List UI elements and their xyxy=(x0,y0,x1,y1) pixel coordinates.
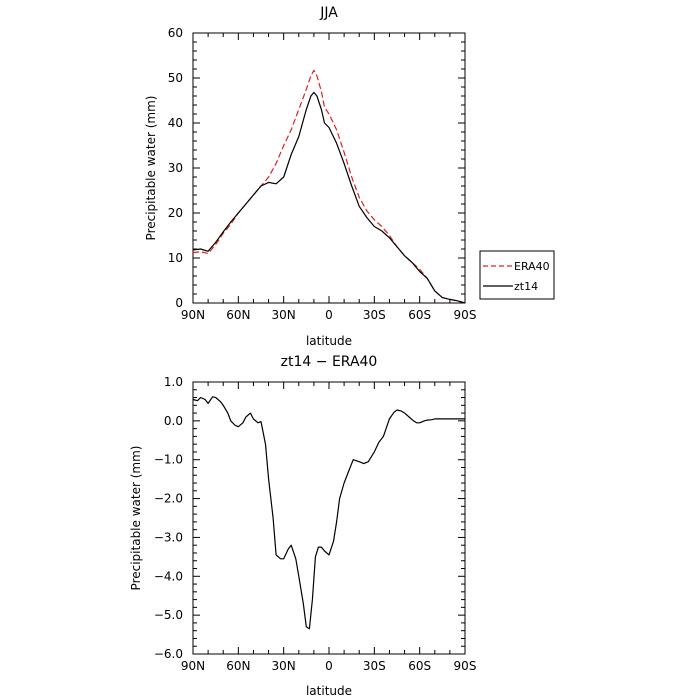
bottom-y-tick-label: 1.0 xyxy=(164,375,183,389)
top-x-tick-label: 30S xyxy=(363,308,386,322)
top-y-tick-label: 40 xyxy=(168,116,183,130)
top-chart-x-tick-labels: 90N 60N 30N 0 30S 60S 90S xyxy=(181,308,477,322)
bottom-chart-y-axis-label: Precipitable water (mm) xyxy=(129,446,143,591)
bottom-x-tick-label: 60N xyxy=(226,659,250,673)
top-series-line-zt14 xyxy=(192,91,466,304)
bottom-x-tick-label: 90N xyxy=(181,659,205,673)
bottom-chart-title: zt14 − ERA40 xyxy=(281,354,378,370)
top-chart-frame xyxy=(192,32,466,304)
top-series-line-era40 xyxy=(192,69,466,304)
top-chart-series xyxy=(192,69,466,304)
legend-label-zt14: zt14 xyxy=(514,280,538,293)
bottom-x-tick-label: 60S xyxy=(408,659,431,673)
bottom-y-tick-label: −3.0 xyxy=(154,530,183,544)
bottom-y-tick-label: −2.0 xyxy=(154,492,183,506)
top-chart-legend: ERA40 zt14 xyxy=(479,250,555,300)
legend-frame xyxy=(479,250,555,300)
bottom-chart-x-axis-label: latitude xyxy=(306,684,352,698)
bottom-chart-series xyxy=(192,396,465,630)
top-x-tick-label: 60S xyxy=(408,308,431,322)
bottom-chart-y-tick-labels: 1.0 0.0 −1.0 −2.0 −3.0 −4.0 −5.0 −6.0 xyxy=(154,375,183,661)
top-chart-title: JJA xyxy=(319,5,338,21)
top-y-tick-label: 10 xyxy=(168,251,183,265)
top-chart-y-tick-labels: 0 10 20 30 40 50 60 xyxy=(168,26,183,310)
top-chart-panel: JJA 90N 60N 30N 0 30S 60S 90S 0 10 20 30 40 50 60 la… xyxy=(144,5,555,348)
top-y-tick-label: 30 xyxy=(168,161,183,175)
top-y-tick-label: 60 xyxy=(168,26,183,40)
bottom-x-tick-label: 30N xyxy=(272,659,296,673)
bottom-y-tick-label: −1.0 xyxy=(154,453,183,467)
bottom-y-tick-label: 0.0 xyxy=(164,414,183,428)
top-y-tick-label: 50 xyxy=(168,71,183,85)
top-chart-x-axis-label: latitude xyxy=(306,334,352,348)
bottom-series-line-0 xyxy=(192,396,465,630)
top-x-tick-label: 90N xyxy=(181,308,205,322)
bottom-x-tick-label: 30S xyxy=(363,659,386,673)
top-y-tick-label: 0 xyxy=(175,296,183,310)
bottom-x-tick-label: 0 xyxy=(325,659,333,673)
bottom-y-tick-label: −4.0 xyxy=(154,569,183,583)
bottom-chart-frame xyxy=(192,381,466,655)
bottom-chart-ticks xyxy=(192,381,466,655)
bottom-chart-x-tick-labels: 90N 60N 30N 0 30S 60S 90S xyxy=(181,659,477,673)
top-y-tick-label: 20 xyxy=(168,206,183,220)
top-chart-y-axis-label: Precipitable water (mm) xyxy=(144,96,158,241)
top-x-tick-label: 30N xyxy=(272,308,296,322)
top-x-tick-label: 60N xyxy=(226,308,250,322)
legend-label-era40: ERA40 xyxy=(514,260,550,273)
bottom-y-tick-label: −5.0 xyxy=(154,608,183,622)
top-x-tick-label: 90S xyxy=(454,308,477,322)
top-x-tick-label: 0 xyxy=(325,308,333,322)
bottom-y-tick-label: −6.0 xyxy=(154,647,183,661)
bottom-x-tick-label: 90S xyxy=(454,659,477,673)
top-chart-ticks xyxy=(192,32,466,304)
bottom-chart-panel: zt14 − ERA40 90N 60N 30N 0 30S 60S 90S 1.0 0.0 −… xyxy=(129,354,476,698)
